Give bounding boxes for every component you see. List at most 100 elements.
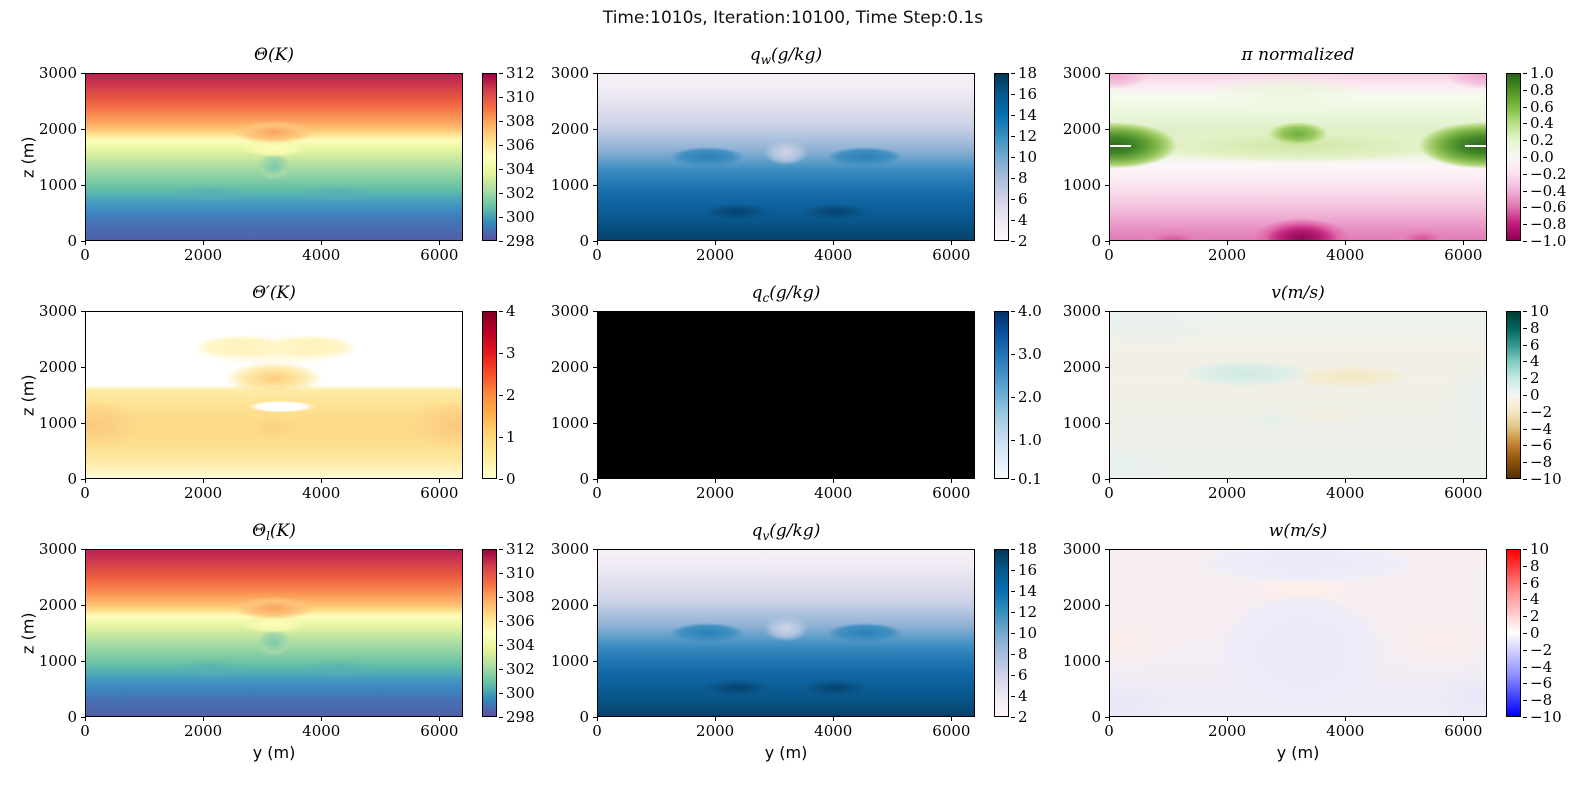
x-tick-label: 0 [592, 484, 602, 502]
x-tick-mark [951, 241, 953, 245]
colorbar-tick-mark [1523, 140, 1527, 142]
y-tick-mark [1105, 479, 1109, 480]
x-axis-label: y (m) [1276, 743, 1320, 762]
colorbar-tick-label: 2 [506, 386, 516, 404]
x-tick-mark [1463, 717, 1465, 721]
y-tick-mark [81, 479, 85, 480]
colorbar-tick-label: 308 [506, 587, 535, 606]
x-tick-label: 2000 [1208, 722, 1247, 740]
y-tick-mark [593, 479, 597, 480]
y-tick-mark [593, 604, 597, 606]
colorbar-tick-mark [1011, 696, 1015, 697]
y-axis-label: z (m) [18, 612, 38, 654]
colorbar-tick-mark [499, 437, 503, 438]
colorbar-tick-label: 4 [506, 302, 516, 320]
x-axis: 0 2000 4000 6000 [1104, 479, 1487, 507]
colorbar [482, 311, 497, 479]
x-tick-mark [1227, 717, 1229, 721]
colorbar-tick-mark [499, 193, 503, 194]
y-axis-label: z (m) [18, 374, 38, 416]
colorbar-tick-mark [1523, 89, 1527, 91]
x-axis: 0 2000 4000 6000 [80, 479, 463, 507]
x-tick-mark [833, 717, 835, 721]
title-rest: (K) [267, 45, 294, 65]
y-tick-mark [593, 423, 597, 424]
y-tick-mark [81, 185, 85, 186]
x-tick-label: 2000 [184, 722, 223, 740]
panel-title: qw(g/kg) [597, 45, 975, 69]
contour-line-artifact [1465, 144, 1486, 147]
colorbar-ticks: 312 310 308 306 304 302 300 298 [499, 64, 563, 250]
colorbar-tick-label: 306 [506, 136, 535, 154]
colorbar-tick-mark [1523, 462, 1527, 464]
x-tick-label: 4000 [302, 484, 341, 502]
y-tick-label: 2000 [38, 357, 77, 376]
colorbar-tick-label: −10 [1530, 708, 1562, 726]
x-tick-mark [1463, 479, 1465, 483]
colorbar-tick-mark [1523, 582, 1527, 584]
x-tick-mark [597, 479, 598, 483]
y-tick-mark [1105, 241, 1109, 242]
colorbar-tick-label: 8 [1530, 318, 1540, 337]
colorbar-tick-label: 0.2 [1530, 131, 1554, 150]
x-tick-label: 0 [592, 722, 602, 740]
panel-qc: qc(g/kg) 3000 2000 1000 0 0 2000 4000 6000 4.0… [551, 283, 1042, 502]
colorbar-tick-mark [499, 73, 503, 74]
colorbar-tick-label: 1.0 [1530, 64, 1554, 82]
x-axis: 0 2000 4000 6000 [80, 241, 463, 269]
x-tick-mark [1227, 241, 1229, 245]
x-tick-label: 2000 [184, 484, 223, 502]
plot-field [598, 312, 974, 478]
y-tick-label: 1000 [1062, 176, 1101, 194]
panel-title: Θ(K) [85, 45, 463, 69]
colorbar-tick-label: 1.0 [1018, 431, 1042, 450]
colorbar-tick-mark [1523, 361, 1527, 363]
title-main: Θ [252, 283, 267, 303]
colorbar-tick-label: 0.4 [1530, 114, 1554, 133]
y-axis: 3000 2000 1000 0 [15, 64, 85, 250]
y-tick-label: 3000 [38, 302, 77, 320]
plot-area [597, 73, 975, 241]
y-tick-mark [1105, 717, 1109, 718]
y-tick-label: 0 [67, 708, 77, 726]
colorbar-tick-mark [1011, 178, 1015, 179]
colorbar-tick-label: 0 [1530, 386, 1540, 404]
colorbar-ticks: 18 16 14 12 10 8 6 4 2 [1011, 540, 1075, 726]
panel-title: v(m/s) [1109, 283, 1487, 307]
colorbar-tick-mark [1523, 106, 1527, 108]
colorbar-tick-mark [1523, 157, 1527, 158]
colorbar-tick-label: 16 [1018, 85, 1038, 103]
colorbar-tick-mark [499, 597, 503, 598]
x-tick-mark [203, 479, 205, 483]
y-tick-label: 3000 [550, 64, 589, 82]
y-tick-mark [1105, 311, 1109, 312]
colorbar-tick-label: 298 [506, 708, 535, 726]
y-tick-label: 2000 [38, 119, 77, 138]
colorbar-tick-mark [1011, 654, 1015, 655]
colorbar [1506, 549, 1521, 717]
colorbar-tick-mark [1011, 612, 1015, 613]
x-tick-mark [85, 717, 86, 721]
x-tick-mark [833, 479, 835, 483]
colorbar-tick-label: 12 [1018, 603, 1038, 621]
y-tick-label: 2000 [550, 595, 589, 614]
colorbar-tick-mark [499, 645, 503, 646]
x-tick-label: 4000 [302, 722, 341, 740]
x-tick-label: 0 [80, 246, 90, 264]
colorbar-tick-mark [1011, 157, 1015, 158]
y-tick-mark [593, 661, 597, 662]
title-rest: (g/kg) [769, 521, 821, 541]
y-tick-mark [81, 423, 85, 424]
colorbar [1506, 311, 1521, 479]
colorbar-tick-label: 10 [1018, 624, 1038, 642]
colorbar-tick-mark [1523, 73, 1527, 74]
plot-field [86, 550, 462, 716]
y-tick-label: 1000 [550, 414, 589, 432]
y-axis: 3000 2000 1000 0 [1039, 302, 1109, 488]
x-tick-label: 4000 [814, 722, 853, 740]
x-tick-label: 0 [80, 722, 90, 740]
title-main: w [1268, 521, 1284, 541]
y-axis: 3000 2000 1000 0 [15, 302, 85, 488]
plot-field [86, 74, 462, 240]
x-tick-mark [439, 241, 441, 245]
